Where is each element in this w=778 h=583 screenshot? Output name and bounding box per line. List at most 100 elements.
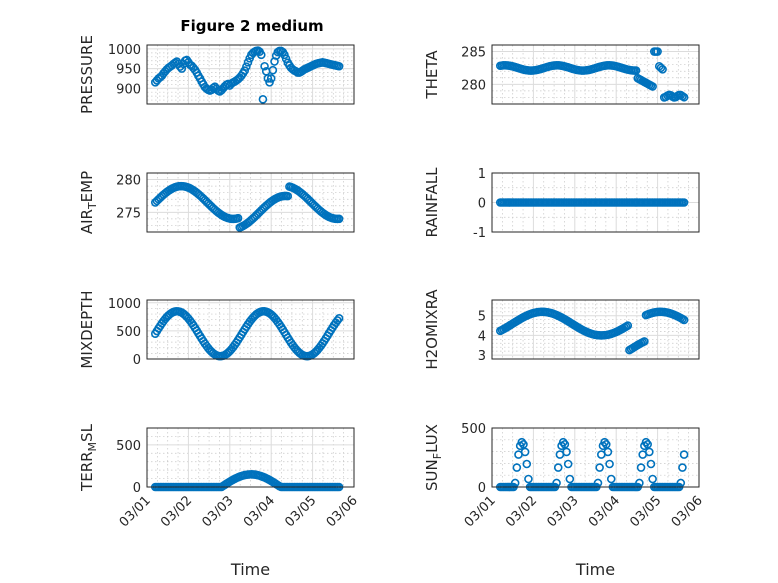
data-point — [242, 62, 251, 71]
data-point — [283, 191, 293, 201]
y-axis-label: RAINFALL — [423, 167, 441, 238]
data-point — [623, 321, 633, 330]
plot-border — [146, 44, 355, 105]
y-tick-label: 500 — [461, 422, 486, 437]
data-point — [266, 74, 276, 83]
data-point — [656, 63, 666, 73]
data-point — [645, 447, 654, 457]
data-point — [648, 82, 657, 91]
data-point — [334, 314, 344, 323]
x-tick-label: 03/01 — [462, 493, 499, 530]
plot-border — [146, 299, 355, 360]
y-tick-label: -1 — [473, 226, 486, 241]
data-point — [510, 478, 520, 488]
y-axis-label: PRESSURE — [78, 35, 96, 114]
data-point — [558, 437, 568, 447]
x-tick-label: 03/02 — [503, 493, 540, 530]
subplot-h2omixra: 3 4 5 H2OMIXRA — [423, 289, 700, 370]
data-point — [636, 463, 646, 472]
data-point — [552, 478, 561, 488]
data-point — [177, 64, 187, 73]
y-axis-label: SUNFLUX — [423, 424, 444, 491]
data-point — [519, 440, 528, 449]
subplot-theta: 280 285 THETA — [423, 44, 700, 105]
data-point — [646, 459, 656, 469]
data-point — [333, 316, 342, 325]
y-tick-label: 900 — [116, 82, 141, 97]
y-tick-label: 0 — [478, 197, 486, 212]
subplot-mixdepth: 0 500 1000 MIXDEPTH — [78, 290, 355, 369]
y-tick-label: 5 — [478, 310, 486, 325]
data-point — [605, 459, 614, 469]
x-tick-label: 03/05 — [627, 493, 664, 530]
x-tick-label: 03/05 — [282, 493, 319, 530]
data-point — [524, 474, 533, 484]
data-point — [635, 478, 644, 488]
y-tick-label: 280 — [116, 174, 141, 189]
y-tick-label: 280 — [461, 78, 486, 93]
x-tick-label: 03/03 — [545, 493, 582, 530]
y-tick-label: 0 — [478, 481, 486, 496]
data-point — [593, 478, 603, 488]
data-point — [260, 61, 269, 71]
data-point — [601, 440, 611, 449]
data-point — [520, 447, 530, 457]
y-tick-label: 500 — [116, 325, 141, 340]
data-point — [676, 478, 686, 488]
x-tick-label: 03/04 — [241, 493, 278, 530]
data-point — [643, 440, 652, 449]
data-point — [679, 92, 689, 102]
y-tick-label: 3 — [478, 349, 486, 364]
data-point — [606, 474, 616, 484]
data-point — [512, 463, 522, 472]
data-point — [517, 437, 527, 447]
data-point — [603, 447, 613, 457]
y-tick-label: 0 — [133, 481, 141, 496]
data-point — [268, 65, 278, 75]
data-point — [563, 459, 573, 469]
data-point — [265, 78, 274, 87]
data-point — [263, 74, 273, 83]
data-point — [631, 66, 641, 75]
data-point — [560, 440, 570, 449]
subplot-airtemp: 275 280 AIRTEMP — [78, 171, 355, 234]
y-tick-label: 500 — [116, 439, 141, 454]
subplot-sunflux: 0 500 SUNFLUX 03/01 03/02 03/03 03/04 03/05 03/0… — [423, 422, 706, 579]
data-point — [648, 474, 657, 484]
data-point — [678, 463, 687, 472]
y-axis-label: H2OMIXRA — [423, 289, 441, 370]
data-point — [522, 459, 532, 469]
data-point — [595, 463, 604, 472]
data-point — [280, 50, 289, 60]
y-tick-label: 275 — [116, 206, 141, 221]
x-axis-label: Time — [230, 560, 270, 579]
data-point — [653, 47, 662, 56]
y-tick-label: 1000 — [108, 43, 141, 58]
subplot-rainfall: -1 0 1 RAINFALL — [423, 167, 700, 241]
data-point — [562, 447, 571, 457]
x-tick-label: 03/06 — [324, 493, 361, 530]
data-point — [565, 474, 575, 484]
plot-border — [491, 44, 700, 105]
y-tick-label: 0 — [133, 353, 141, 368]
data-point — [243, 58, 253, 67]
data-point — [641, 437, 651, 447]
data-point — [679, 315, 689, 325]
x-tick-label: 03/03 — [200, 493, 237, 530]
plot-border — [491, 172, 700, 233]
subplot-terrmsl: 0 500 TERRMSL 03/01 03/02 03/03 03/04 03/05 03/0… — [78, 423, 361, 579]
plot-border — [146, 427, 355, 488]
y-tick-label: 1000 — [108, 297, 141, 312]
y-axis-label: TERRMSL — [78, 423, 99, 492]
y-axis-label: MIXDEPTH — [78, 290, 96, 368]
y-tick-label: 4 — [478, 329, 486, 344]
data-point — [600, 437, 609, 447]
plot-border — [146, 172, 355, 233]
data-point — [281, 54, 291, 64]
data-point — [679, 198, 689, 207]
x-tick-label: 03/04 — [586, 493, 623, 530]
y-tick-label: 1 — [478, 167, 486, 182]
y-axis-label: THETA — [423, 50, 441, 100]
